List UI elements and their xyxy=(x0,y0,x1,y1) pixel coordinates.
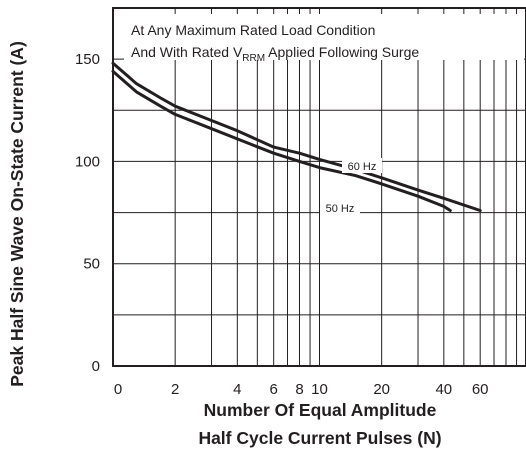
series-label: 50 Hz xyxy=(326,203,355,215)
x-tick-label: 60 xyxy=(472,381,489,398)
annotation-line-2: And With Rated VRRM Applied Following Su… xyxy=(131,44,419,64)
x-tick-label: 8 xyxy=(295,381,303,398)
series-label: 60 Hz xyxy=(348,161,377,173)
x-tick-label: 40 xyxy=(435,381,452,398)
series-line xyxy=(111,69,452,212)
x-tick-label: 6 xyxy=(270,381,278,398)
annotation-subscript: RRM xyxy=(242,53,265,64)
annotation-line-2-suffix: Applied Following Surge xyxy=(265,44,419,60)
y-tick-label: 150 xyxy=(75,51,100,68)
x-tick-label: 2 xyxy=(171,381,179,398)
chart-series: 60 Hz 50 Hz xyxy=(111,61,482,215)
x-tick-label: 4 xyxy=(233,381,241,398)
series-line xyxy=(111,61,482,212)
x-tick-label: 10 xyxy=(311,381,328,398)
y-tick-label: 0 xyxy=(92,358,100,375)
annotation-line-1: At Any Maximum Rated Load Condition xyxy=(131,22,375,38)
series-label-background xyxy=(320,200,360,215)
annotation-background xyxy=(124,14,524,60)
x-axis-title-line-1: Number Of Equal Amplitude xyxy=(204,400,437,420)
x-axis-title-line-2: Half Cycle Current Pulses (N) xyxy=(198,428,441,448)
tick-labels: 0 2 4 6 8 10 20 40 60 0 50 100 150 xyxy=(75,51,489,398)
x-tick-label: 0 xyxy=(114,381,122,398)
y-axis-title: Peak Half Sine Wave On-State Current (A) xyxy=(7,41,27,387)
chart-grid xyxy=(113,8,526,366)
annotation-line-2-prefix: And With Rated V xyxy=(131,44,243,60)
y-tick-label: 50 xyxy=(83,256,100,273)
x-tick-label: 20 xyxy=(373,381,390,398)
y-tick-label: 100 xyxy=(75,153,100,170)
plot-frame xyxy=(112,7,526,367)
series-label-background xyxy=(342,158,382,173)
